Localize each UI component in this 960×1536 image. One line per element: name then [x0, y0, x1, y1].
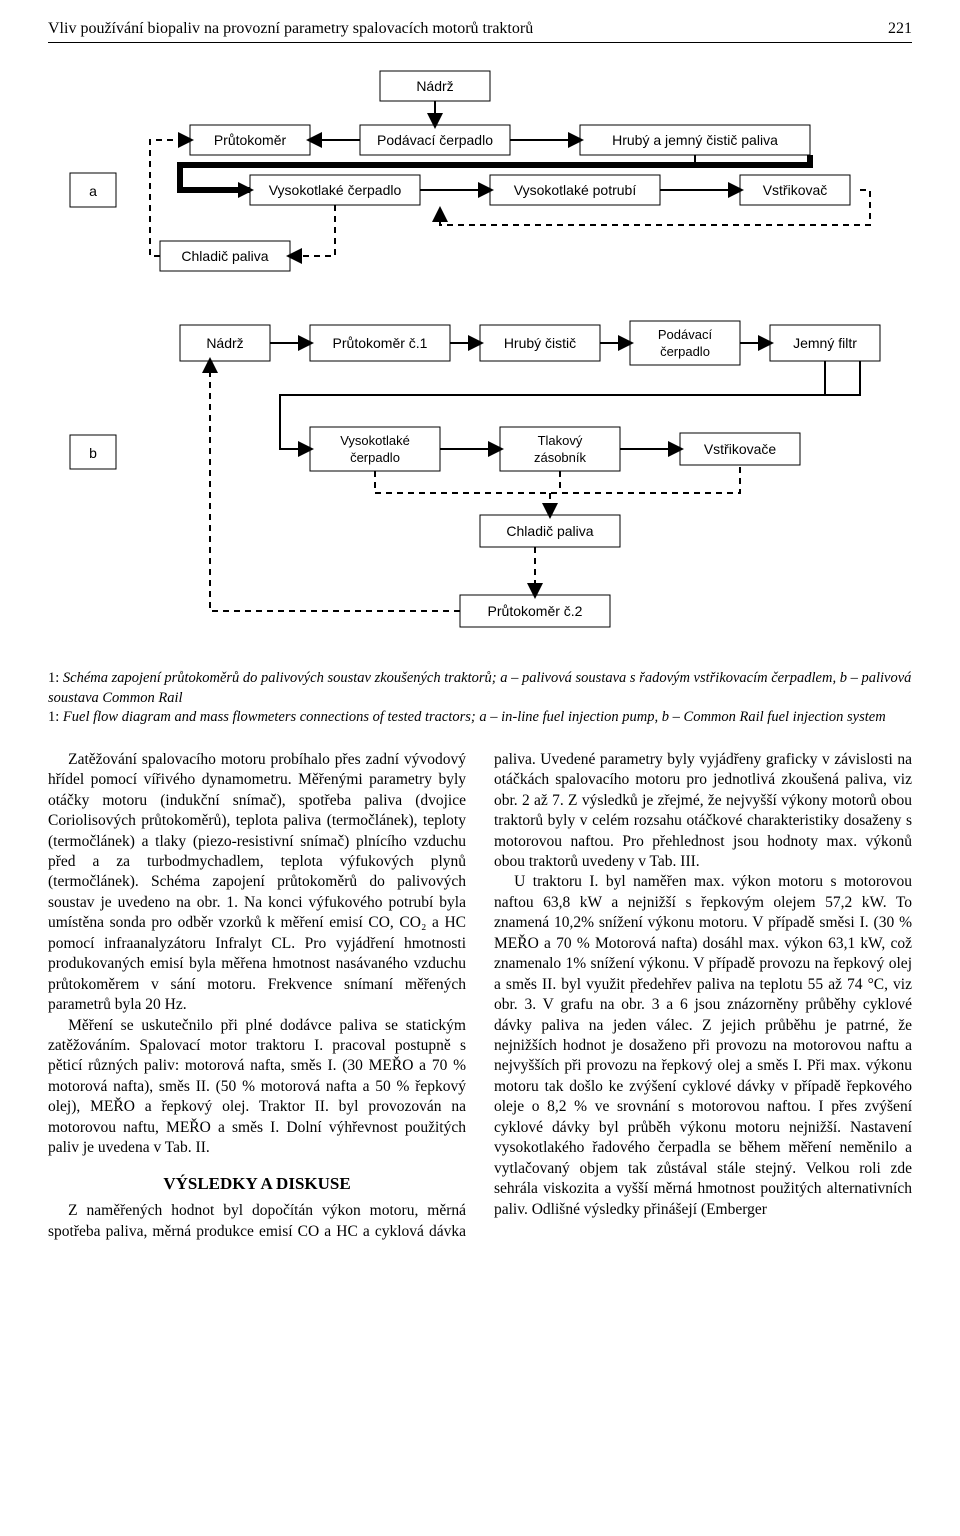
- page: Vliv používání biopaliv na provozní para…: [0, 0, 960, 1282]
- box-a-potrubi: Vysokotlaké potrubí: [514, 182, 637, 198]
- box-b-zasobnik-l2: zásobník: [534, 450, 587, 465]
- box-a-vstrikovac: Vstřikovač: [763, 182, 828, 198]
- caption-en: Fuel flow diagram and mass flowmeters co…: [59, 709, 885, 725]
- label-b: b: [89, 445, 97, 461]
- para-2: Měření se uskutečnilo při plné dodávce p…: [48, 1016, 466, 1159]
- box-b-prutokomer2: Průtokoměr č.2: [488, 603, 583, 619]
- caption-en-lead: 1:: [48, 709, 59, 725]
- figure-1: a Nádrž Průtokoměr Podávací čerpadlo Hru…: [48, 65, 912, 655]
- box-b-jemny: Jemný filtr: [793, 335, 857, 351]
- box-a-prutokomer: Průtokoměr: [214, 132, 287, 148]
- figure-caption: 1: Schéma zapojení průtokoměrů do palivo…: [48, 669, 912, 728]
- section-heading: VÝSLEDKY A DISKUSE: [48, 1173, 466, 1195]
- box-b-vysokotlake-l1: Vysokotlaké: [340, 433, 410, 448]
- para-4: U traktoru I. byl naměřen max. výkon mot…: [494, 872, 912, 1220]
- body-columns: Zatěžování spalovacího motoru probíhalo …: [48, 750, 912, 1242]
- box-b-nadrz: Nádrž: [206, 335, 243, 351]
- box-b-vysokotlake-l2: čerpadlo: [350, 450, 400, 465]
- box-a-chladic: Chladič paliva: [181, 248, 268, 264]
- box-a-podavaci: Podávací čerpadlo: [377, 132, 493, 148]
- box-b-podavaci-l1: Podávací: [658, 327, 713, 342]
- running-title: Vliv používání biopaliv na provozní para…: [48, 20, 533, 38]
- label-a: a: [89, 183, 97, 199]
- box-a-nadrz: Nádrž: [416, 78, 453, 94]
- box-b-vstrikovace: Vstřikovače: [704, 441, 777, 457]
- page-number: 221: [888, 20, 912, 38]
- caption-cz: Schéma zapojení průtokoměrů do palivovýc…: [48, 670, 911, 706]
- box-b-hruby: Hrubý čistič: [504, 335, 576, 351]
- box-a-vysokotlake-cerpadlo: Vysokotlaké čerpadlo: [269, 182, 402, 198]
- box-b-prutokomer1: Průtokoměr č.1: [333, 335, 428, 351]
- box-b-podavaci-l2: čerpadlo: [660, 344, 710, 359]
- box-a-cistic: Hrubý a jemný čistič paliva: [612, 132, 778, 148]
- caption-cz-lead: 1:: [48, 670, 59, 686]
- box-b-zasobnik-l1: Tlakový: [538, 433, 583, 448]
- para-1: Zatěžování spalovacího motoru probíhalo …: [48, 750, 466, 1016]
- box-b-chladic: Chladič paliva: [506, 523, 593, 539]
- running-header: Vliv používání biopaliv na provozní para…: [48, 20, 912, 43]
